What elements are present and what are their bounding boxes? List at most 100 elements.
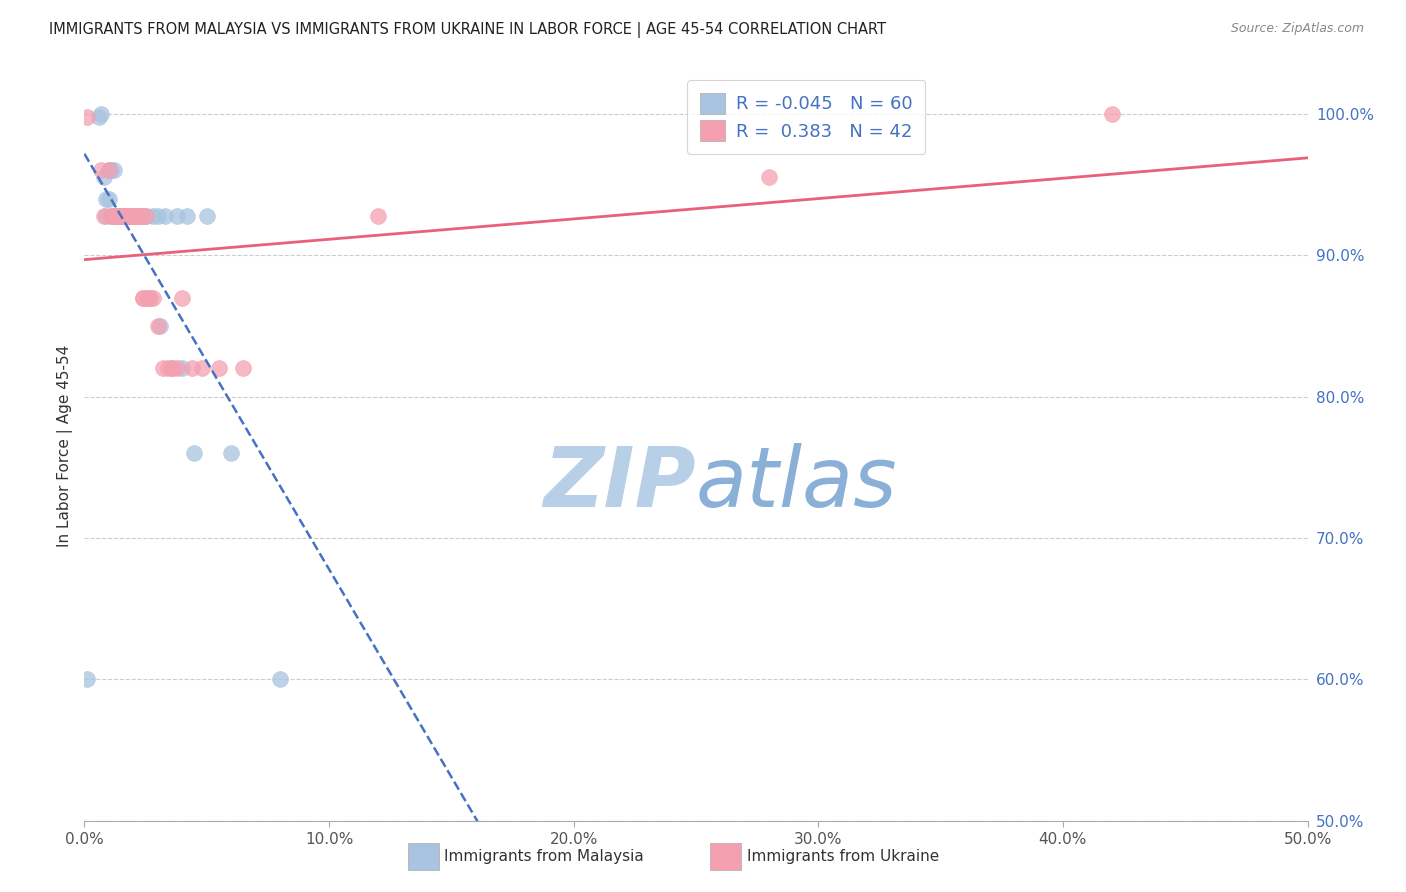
Point [191,361,214,376]
Point [105,209,128,223]
Point [90,163,112,178]
Point [96,209,118,223]
Point [93,209,115,223]
Point [232,361,254,376]
Point [125,209,148,223]
Point [166,361,188,376]
Point [156,361,179,376]
Point [115,209,138,223]
Point [122,209,145,223]
Point [117,209,139,223]
Point [117,209,139,223]
Point [132,209,155,223]
Text: Immigrants from Ukraine: Immigrants from Ukraine [747,849,939,863]
Point [125,209,148,223]
Point [87,110,110,124]
Point [127,209,149,223]
Point [107,209,129,223]
Point [758,170,780,185]
Point [112,209,135,223]
Point [129,209,152,223]
Point [115,209,138,223]
Point [146,318,169,333]
Point [117,209,139,223]
Point [115,209,138,223]
Point [166,209,188,223]
Point [142,291,165,305]
Legend: R = -0.045   N = 60, R =  0.383   N = 42: R = -0.045 N = 60, R = 0.383 N = 42 [688,80,925,153]
Text: IMMIGRANTS FROM MALAYSIA VS IMMIGRANTS FROM UKRAINE IN LABOR FORCE | AGE 45-54 C: IMMIGRANTS FROM MALAYSIA VS IMMIGRANTS F… [49,22,886,38]
Point [103,209,125,223]
Point [97,163,120,178]
Point [96,192,118,206]
Point [110,209,132,223]
Point [105,209,128,223]
Point [76,110,98,124]
Y-axis label: In Labor Force | Age 45-54: In Labor Force | Age 45-54 [58,345,73,547]
Point [90,107,112,121]
Point [110,209,132,223]
Point [183,446,205,460]
Point [367,209,389,223]
Point [110,209,132,223]
Point [103,209,125,223]
Point [176,209,198,223]
Point [117,209,139,223]
Point [125,209,148,223]
Point [112,209,135,223]
Point [122,209,145,223]
Point [112,209,135,223]
Point [100,209,122,223]
Point [110,209,132,223]
Point [142,209,165,223]
Point [146,209,169,223]
Point [120,209,142,223]
Point [172,291,194,305]
Point [107,209,129,223]
Point [97,192,120,206]
Point [120,209,142,223]
Point [110,209,132,223]
Point [153,209,176,223]
Point [162,361,184,376]
Point [100,163,122,178]
Point [105,209,128,223]
Point [107,209,129,223]
Point [120,209,142,223]
Point [93,170,115,185]
Point [107,209,129,223]
Point [120,209,142,223]
Point [127,209,149,223]
Point [269,673,291,687]
Point [136,291,159,305]
Point [122,209,145,223]
Point [110,209,132,223]
Point [76,673,98,687]
Point [112,209,135,223]
Point [132,291,155,305]
Point [115,209,138,223]
Text: Immigrants from Malaysia: Immigrants from Malaysia [444,849,644,863]
Point [152,361,174,376]
Point [129,209,152,223]
Point [162,361,184,376]
Point [112,209,135,223]
Point [195,209,218,223]
Point [135,209,157,223]
Point [139,291,162,305]
Point [120,209,142,223]
Point [103,209,125,223]
Text: atlas: atlas [696,443,897,524]
Point [103,163,125,178]
Point [181,361,204,376]
Point [117,209,139,223]
Point [122,209,145,223]
Point [132,291,155,305]
Point [115,209,138,223]
Point [117,209,139,223]
Point [219,446,242,460]
Point [107,209,129,223]
Point [105,209,128,223]
Point [100,209,122,223]
Point [135,209,157,223]
